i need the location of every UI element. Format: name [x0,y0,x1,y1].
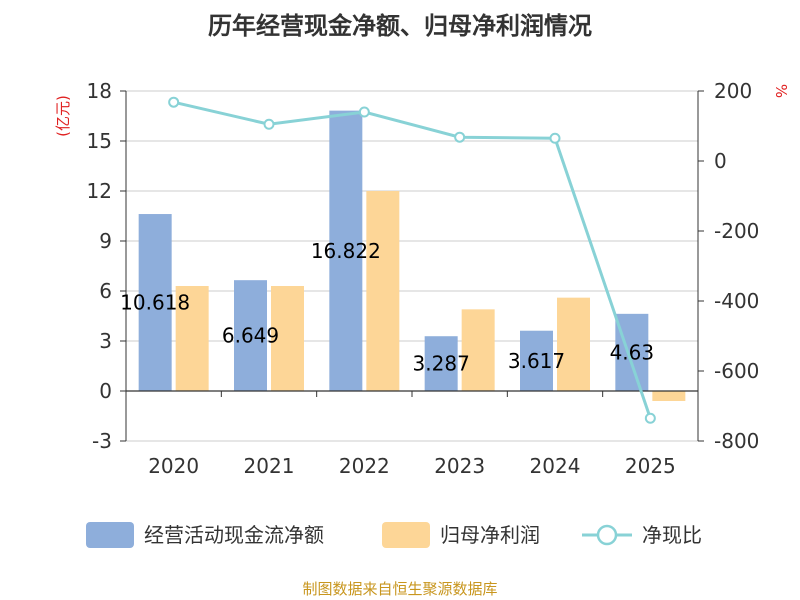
right-tick-label: -400 [714,289,759,313]
cashflow-bar [138,214,172,391]
right-tick-label: 200 [714,79,752,103]
right-axis-unit: % [772,84,790,98]
cashflow-bar [329,110,363,391]
x-tick-label: 2025 [625,454,676,478]
cashflow-bar [520,330,553,391]
legend-ratio-marker [596,524,618,546]
cashflow-data-label: 16.822 [311,239,381,263]
cashflow-data-label: 3.287 [413,352,470,376]
chart-title: 历年经营现金净额、归母净利润情况 [208,12,592,40]
cashflow-data-label: 3.617 [508,349,565,373]
ratio-point [263,118,275,130]
left-axis-unit: (亿元) [54,95,72,137]
profit-bar [557,297,590,391]
ratio-point [168,96,180,108]
x-tick-label: 2020 [148,454,199,478]
x-tick-label: 2022 [339,454,390,478]
axes: -3 0 3 6 9 12 15 18 -800 -600 -400 -200 0 200 2020 2021… [87,79,760,478]
right-tick-label: 0 [714,149,727,173]
profit-bar [366,191,400,391]
left-tick-label: 18 [87,79,112,103]
profit-bar [461,309,495,391]
legend-cashflow-swatch [86,522,134,548]
cashflow-data-label: 6.649 [222,324,279,348]
ratio-point [358,106,370,118]
left-tick-label: 3 [99,329,112,353]
legend-ratio-label: 净现比 [642,523,702,547]
grid [126,90,698,442]
legend-cashflow-label: 经营活动现金流净额 [144,523,324,547]
ratio-line-path [173,100,652,419]
profit-bar [175,286,209,391]
ratio-point [549,132,561,144]
left-tick-label: 0 [99,379,112,403]
cashflow-data-label: 10.618 [120,291,190,315]
x-tick-label: 2021 [244,454,295,478]
ratio-point [644,412,656,424]
legend-profit-label: 归母净利润 [440,523,540,547]
cashflow-bar [234,280,267,391]
left-tick-label: 6 [99,279,112,303]
left-tick-label: 15 [87,129,112,153]
left-tick-label: 9 [99,229,112,253]
bars [138,110,686,401]
ratio-point [454,131,466,143]
x-tick-label: 2024 [530,454,581,478]
right-tick-label: -600 [714,359,759,383]
cashflow-bar [424,336,458,391]
right-tick-label: -200 [714,219,759,243]
profit-bar [271,286,304,391]
cashflow-bar [615,313,649,391]
left-tick-label: -3 [92,429,112,453]
legend-profit-swatch [382,522,430,548]
profit-bar [652,391,686,401]
ratio-line [168,96,656,424]
right-tick-label: -800 [714,429,759,453]
x-tick-label: 2023 [434,454,485,478]
source-note: 制图数据来自恒生聚源数据库 [302,580,497,598]
left-tick-label: 12 [87,179,112,203]
legend: 经营活动现金流净额 归母净利润 净现比 [86,522,702,548]
